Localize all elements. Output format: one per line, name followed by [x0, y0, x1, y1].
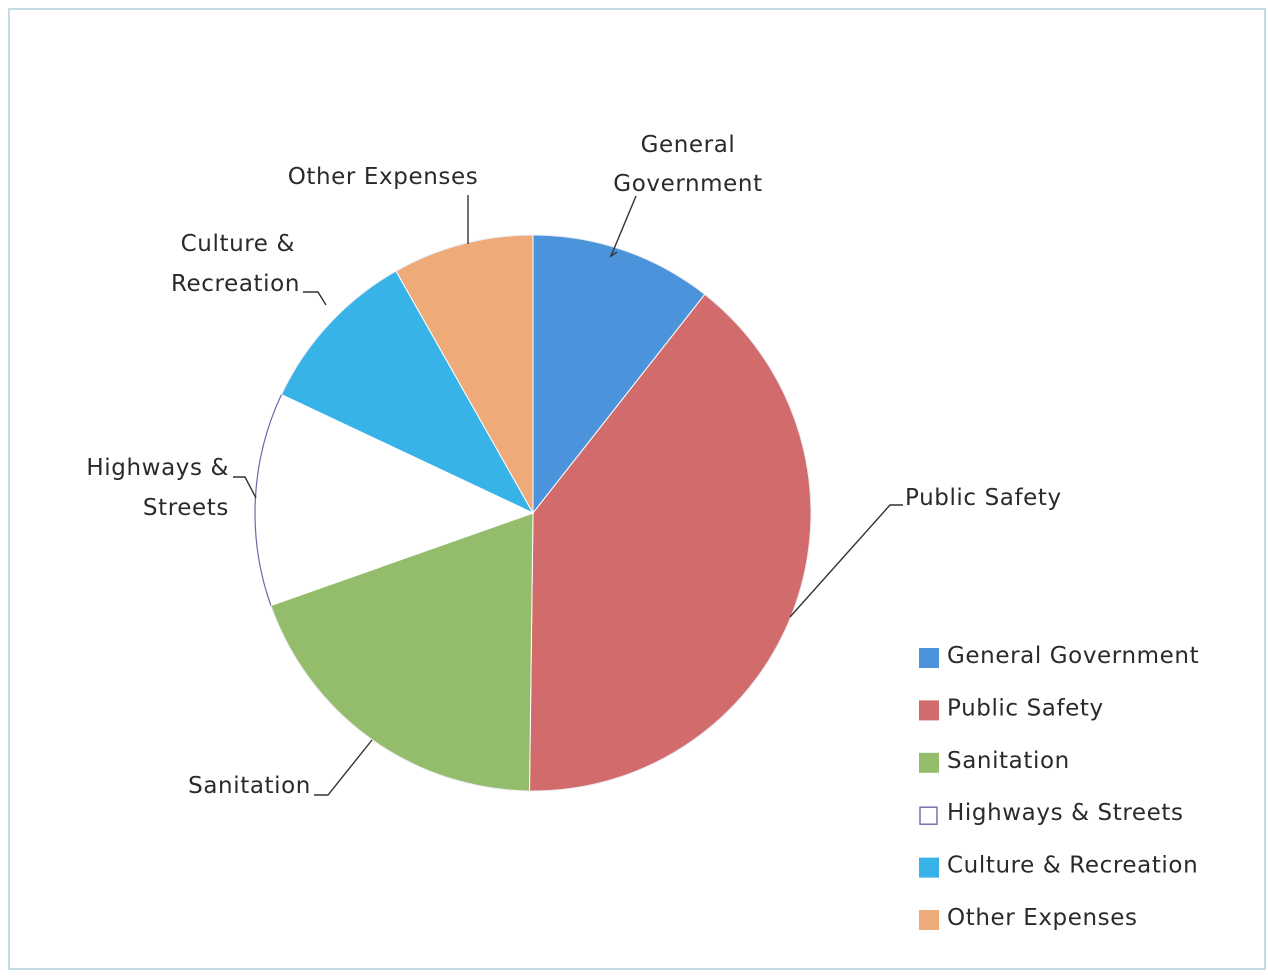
leader-line-culture-and-recreation — [303, 291, 327, 306]
leader-line-sanitation — [314, 739, 373, 796]
leader-line-highways-and-streets — [233, 476, 257, 499]
leader-line-public-safety — [789, 504, 903, 618]
legend-swatch-highways-and-streets — [919, 806, 938, 825]
leader-lines — [233, 195, 903, 796]
slice-label-public-safety: Public Safety — [905, 485, 1062, 511]
legend-label-culture-and-recreation: Culture & Recreation — [947, 853, 1198, 879]
legend-label-sanitation: Sanitation — [947, 748, 1070, 774]
legend-swatch-culture-and-recreation — [919, 857, 939, 878]
pie-slices — [254, 234, 812, 792]
legend-label-public-safety: Public Safety — [947, 695, 1104, 721]
legend-swatch-other-expenses — [919, 910, 939, 930]
slice-label-highways-and-streets: Streets — [143, 495, 229, 521]
legend-swatch-public-safety — [919, 700, 939, 721]
slice-label-general-government: Government — [613, 171, 762, 197]
slice-label-highways-and-streets: Highways & — [86, 455, 229, 481]
legend: General Government Public Safety Sanitatio… — [919, 643, 1199, 931]
legend-label-highways-and-streets: Highways & Streets — [947, 800, 1184, 826]
highways-slice-border — [254, 394, 283, 606]
slice-label-culture-and-recreation: Recreation — [171, 271, 300, 297]
legend-label-other-expenses: Other Expenses — [947, 905, 1138, 931]
slice-label-culture-and-recreation: Culture & — [181, 231, 295, 257]
slice-labels: General Government Public Safety Sanitation… — [86, 132, 1061, 799]
legend-swatch-general-government — [919, 648, 939, 668]
slice-label-other-expenses: Other Expenses — [288, 164, 479, 190]
leader-line-general-government — [609, 195, 637, 258]
legend-swatch-sanitation — [919, 752, 939, 773]
legend-label-general-government: General Government — [947, 643, 1199, 669]
slice-label-sanitation: Sanitation — [188, 773, 311, 799]
slice-label-general-government: General — [641, 132, 736, 158]
